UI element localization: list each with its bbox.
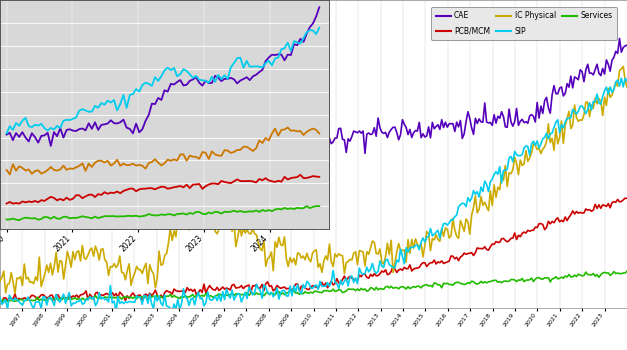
Legend: CAE, PCB/MCM, IC Physical, SIP, Services: CAE, PCB/MCM, IC Physical, SIP, Services [431,7,617,40]
